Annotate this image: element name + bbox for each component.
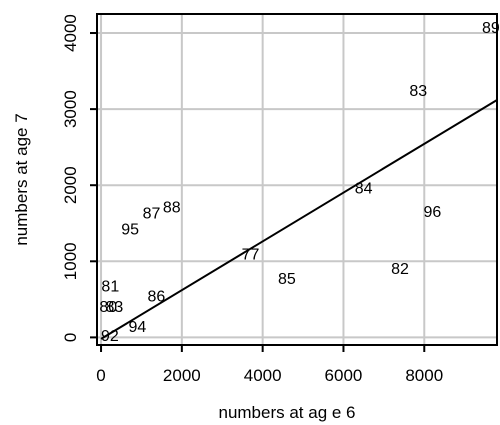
x-tick-label: 2000: [163, 366, 201, 385]
y-tick-label: 4000: [61, 14, 80, 52]
plot-frame: [96, 13, 498, 346]
data-point-label: 95: [121, 222, 139, 239]
data-point-label: 85: [278, 271, 296, 288]
data-point-label: 77: [242, 247, 260, 264]
x-tick-label: 8000: [405, 366, 443, 385]
data-point-label: 94: [129, 319, 147, 336]
x-tick-label: 6000: [325, 366, 363, 385]
x-axis-title: numbers at ag e 6: [218, 403, 355, 422]
data-point-label: 81: [101, 279, 119, 296]
y-tick-label: 3000: [61, 90, 80, 128]
data-point-label: 82: [391, 261, 409, 278]
x-tick-label: 0: [96, 366, 105, 385]
y-tick-label: 2000: [61, 166, 80, 204]
y-tick-label: 0: [61, 333, 80, 342]
data-point-label: 96: [423, 204, 441, 221]
data-point-label: 84: [355, 180, 373, 197]
y-axis-title: numbers at age 7: [12, 113, 31, 245]
data-point-label: 89: [482, 20, 500, 37]
axes: 0 2000 4000 6000 8000 0 1000 2000 3000 4000: [61, 14, 443, 385]
data-point-label: 80: [99, 299, 117, 316]
y-tick-label: 1000: [61, 242, 80, 280]
data-point-label: 88: [163, 200, 181, 217]
fit-line-group: [100, 99, 498, 340]
data-point-label: 86: [147, 289, 165, 306]
x-tick-label: 4000: [244, 366, 282, 385]
data-point-label: 83: [409, 83, 427, 100]
data-point-label: 83: [105, 299, 123, 316]
data-point-label: 87: [143, 206, 161, 223]
grid: [97, 14, 497, 345]
data-point-label: 92: [101, 328, 119, 345]
fit-line: [100, 99, 498, 340]
